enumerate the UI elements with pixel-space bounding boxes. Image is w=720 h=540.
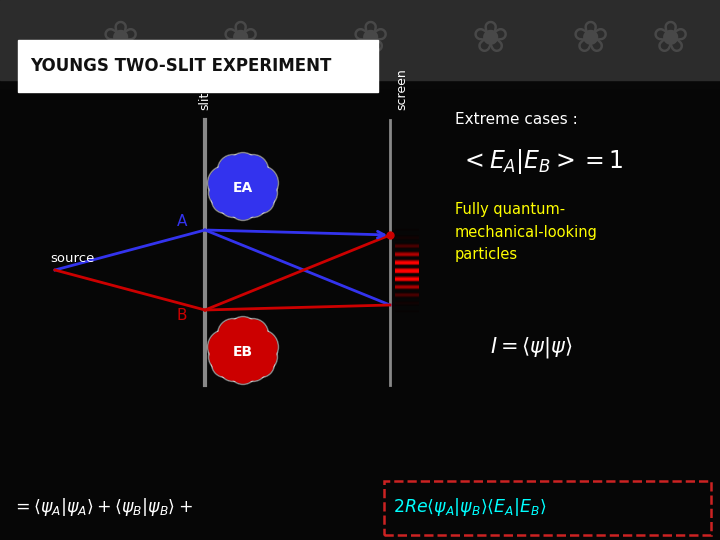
Circle shape: [222, 166, 264, 210]
Circle shape: [248, 179, 277, 207]
Text: ❀: ❀: [652, 18, 688, 62]
Circle shape: [245, 331, 277, 363]
Circle shape: [238, 353, 268, 381]
Circle shape: [210, 344, 236, 370]
Bar: [0, 0, 720, 80]
Circle shape: [230, 357, 256, 383]
Circle shape: [220, 354, 246, 380]
Circle shape: [217, 319, 248, 349]
Circle shape: [209, 331, 241, 363]
Circle shape: [240, 354, 266, 380]
Circle shape: [248, 350, 274, 377]
Circle shape: [228, 152, 258, 184]
Text: ❀: ❀: [472, 18, 508, 62]
Circle shape: [228, 192, 258, 220]
Text: Extreme cases :: Extreme cases :: [455, 112, 577, 127]
Circle shape: [213, 352, 237, 376]
Circle shape: [249, 188, 273, 212]
Circle shape: [223, 168, 263, 208]
Text: EB: EB: [233, 345, 253, 359]
Circle shape: [209, 179, 238, 207]
Text: screen: screen: [395, 68, 408, 110]
Circle shape: [220, 190, 246, 216]
Text: EA: EA: [233, 181, 253, 195]
Circle shape: [238, 188, 268, 218]
Text: Fully quantum-
mechanical-looking
particles: Fully quantum- mechanical-looking partic…: [455, 202, 598, 262]
Text: slits: slits: [199, 85, 212, 110]
Text: $< E_A|E_B > = 1$: $< E_A|E_B > = 1$: [460, 147, 624, 177]
Text: ❀: ❀: [351, 18, 389, 62]
Text: YOUNGS TWO-SLIT EXPERIMENT: YOUNGS TWO-SLIT EXPERIMENT: [30, 57, 331, 75]
Circle shape: [228, 355, 258, 384]
Circle shape: [239, 156, 267, 184]
Circle shape: [248, 186, 274, 213]
Circle shape: [229, 318, 257, 346]
Circle shape: [213, 188, 237, 212]
Circle shape: [230, 193, 256, 219]
Circle shape: [245, 167, 277, 199]
Circle shape: [223, 332, 263, 372]
Text: ❀: ❀: [572, 18, 608, 62]
Circle shape: [219, 156, 247, 184]
Circle shape: [222, 330, 264, 374]
Circle shape: [207, 165, 243, 200]
Circle shape: [243, 165, 279, 200]
Text: ❀: ❀: [102, 18, 139, 62]
Bar: [18, 40, 378, 92]
Text: $= \langle\psi_A|\psi_A\rangle + \langle\psi_B|\psi_B\rangle + $: $= \langle\psi_A|\psi_A\rangle + \langle…: [12, 496, 193, 518]
Text: $2Re\langle\psi_A|\psi_B\rangle\langle E_A|E_B\rangle$: $2Re\langle\psi_A|\psi_B\rangle\langle E…: [393, 496, 546, 518]
Circle shape: [229, 154, 257, 182]
Bar: [0, 90, 720, 480]
Circle shape: [218, 188, 248, 218]
Circle shape: [249, 352, 273, 376]
Circle shape: [212, 350, 238, 377]
Circle shape: [243, 329, 279, 364]
Bar: [0, 475, 720, 540]
Circle shape: [217, 154, 248, 186]
Circle shape: [210, 180, 236, 206]
Circle shape: [250, 344, 276, 370]
Circle shape: [219, 320, 247, 348]
Circle shape: [248, 342, 277, 372]
Circle shape: [218, 353, 248, 381]
Text: $I = \langle\psi|\psi\rangle$: $I = \langle\psi|\psi\rangle$: [490, 334, 573, 360]
Circle shape: [239, 320, 267, 348]
Circle shape: [238, 319, 269, 349]
Text: A: A: [176, 214, 187, 230]
Circle shape: [238, 154, 269, 186]
Circle shape: [228, 316, 258, 348]
Circle shape: [250, 180, 276, 206]
Circle shape: [207, 329, 243, 364]
Circle shape: [209, 167, 241, 199]
Text: source: source: [50, 252, 94, 265]
Circle shape: [212, 186, 238, 213]
Circle shape: [209, 342, 238, 372]
Text: B: B: [176, 307, 187, 322]
Text: ❀: ❀: [221, 18, 258, 62]
Circle shape: [240, 190, 266, 216]
